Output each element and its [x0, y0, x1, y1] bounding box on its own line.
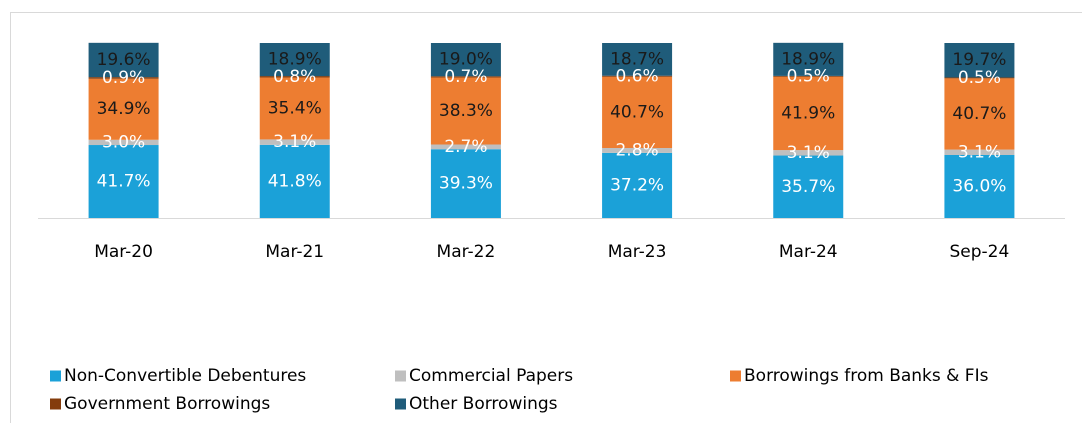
bar-segment: [773, 76, 844, 151]
data-label: 3.1%: [273, 132, 316, 152]
bar-segment: [259, 77, 330, 140]
data-label: 40.7%: [952, 104, 1006, 124]
bar-segment: [602, 148, 673, 153]
data-label: 41.9%: [781, 103, 835, 123]
bar-segment: [602, 75, 673, 77]
data-label: 0.5%: [958, 68, 1001, 88]
bar-segment: [944, 77, 1015, 79]
data-label: 19.7%: [952, 50, 1006, 70]
bar-segment: [259, 43, 330, 77]
data-label: 18.7%: [610, 49, 664, 69]
bar-segment: [602, 76, 673, 148]
data-label: 37.2%: [610, 175, 664, 195]
bar-segment: [430, 77, 501, 145]
data-label: 0.7%: [444, 67, 487, 87]
x-tick-label: Sep-24: [950, 242, 1010, 262]
bar-segment: [259, 144, 330, 218]
legend-swatch: [395, 398, 406, 410]
data-label: 2.7%: [444, 137, 487, 157]
data-label: 35.7%: [781, 177, 835, 197]
data-label: 3.1%: [958, 142, 1001, 162]
legend-label: Other Borrowings: [409, 394, 558, 414]
bar-segment: [430, 144, 501, 150]
legend-label: Borrowings from Banks & FIs: [744, 366, 989, 386]
data-label: 19.6%: [97, 50, 151, 70]
bar-segment: [88, 42, 159, 78]
data-label: 34.9%: [97, 99, 151, 119]
bar-segment: [944, 155, 1015, 218]
data-label: 39.3%: [439, 174, 493, 194]
data-label: 0.9%: [102, 68, 145, 88]
bar-segment: [602, 152, 673, 218]
data-label: 3.0%: [102, 132, 145, 152]
x-tick-label: Mar-21: [265, 242, 324, 262]
bar-segment: [430, 43, 501, 77]
legend-label: Non-Convertible Debentures: [64, 366, 306, 386]
legend-swatch: [395, 370, 406, 382]
bar-segment: [88, 78, 159, 140]
bar-segment: [88, 77, 159, 79]
data-label: 0.5%: [787, 66, 830, 86]
bar-segment: [773, 155, 844, 218]
bar-segment: [88, 139, 159, 146]
legend-label: Government Borrowings: [64, 394, 270, 414]
bar-segment: [773, 75, 844, 77]
bar-segment: [430, 76, 501, 78]
data-label: 35.4%: [268, 98, 322, 118]
legend-swatch: [50, 398, 61, 410]
chart-border: [10, 12, 1082, 423]
bar-segment: [259, 76, 330, 78]
legend-label: Commercial Papers: [409, 366, 573, 386]
data-label: 18.9%: [781, 49, 835, 69]
bar-segment: [944, 149, 1015, 155]
bar-segment: [88, 145, 159, 218]
data-label: 0.8%: [273, 67, 316, 87]
x-tick-label: Mar-22: [437, 242, 496, 262]
data-label: 41.8%: [268, 171, 322, 191]
data-label: 38.3%: [439, 101, 493, 121]
x-tick-label: Mar-24: [779, 242, 838, 262]
data-label: 18.9%: [268, 50, 322, 70]
bar-segment: [773, 42, 844, 76]
bar-segment: [773, 150, 844, 156]
data-label: 41.7%: [97, 172, 151, 192]
bar-segment: [602, 43, 673, 76]
data-label: 2.8%: [615, 140, 658, 160]
data-label: 40.7%: [610, 102, 664, 122]
x-tick-label: Mar-23: [608, 242, 667, 262]
bar-segment: [944, 78, 1015, 150]
legend-swatch: [50, 370, 61, 382]
data-label: 3.1%: [787, 143, 830, 163]
bar-segment: [259, 139, 330, 145]
data-label: 36.0%: [952, 177, 1006, 197]
bar-segment: [430, 149, 501, 218]
data-label: 0.6%: [615, 66, 658, 86]
x-tick-label: Mar-20: [94, 242, 153, 262]
legend-swatch: [730, 370, 741, 382]
bar-segment: [944, 43, 1015, 78]
data-label: 19.0%: [439, 50, 493, 70]
